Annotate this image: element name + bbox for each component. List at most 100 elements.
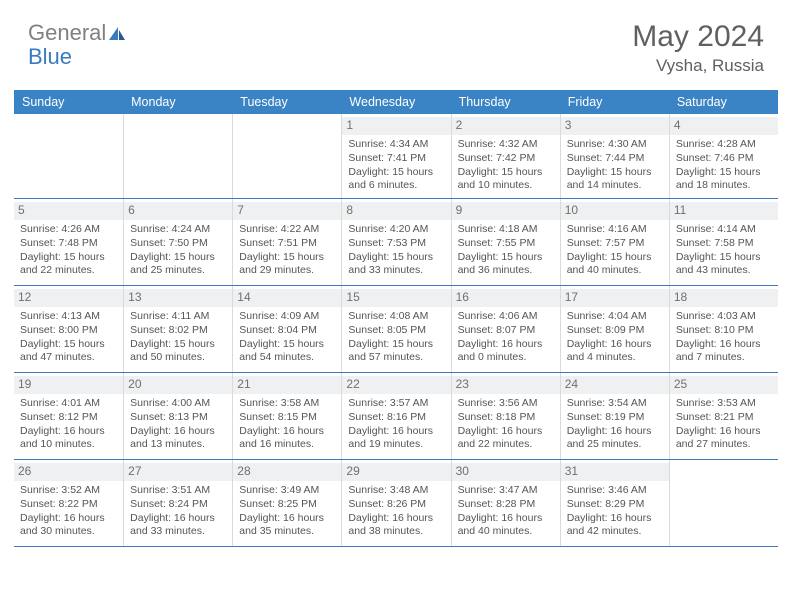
sunrise-line: Sunrise: 4:24 AM bbox=[130, 223, 226, 237]
sunset-line: Sunset: 7:41 PM bbox=[348, 152, 444, 166]
day-number: 5 bbox=[14, 202, 123, 220]
calendar-day: 4Sunrise: 4:28 AMSunset: 7:46 PMDaylight… bbox=[669, 114, 778, 198]
day-content: Sunrise: 4:09 AMSunset: 8:04 PMDaylight:… bbox=[239, 310, 335, 365]
calendar-day: 20Sunrise: 4:00 AMSunset: 8:13 PMDayligh… bbox=[123, 373, 232, 459]
dow-row: Sunday Monday Tuesday Wednesday Thursday… bbox=[14, 90, 778, 114]
month-title: May 2024 bbox=[632, 20, 764, 54]
daylight-line: Daylight: 15 hours and 47 minutes. bbox=[20, 338, 117, 366]
sunset-line: Sunset: 7:44 PM bbox=[567, 152, 663, 166]
sunset-line: Sunset: 8:29 PM bbox=[567, 498, 663, 512]
sunset-line: Sunset: 8:24 PM bbox=[130, 498, 226, 512]
day-number: 22 bbox=[342, 376, 450, 394]
day-content: Sunrise: 4:00 AMSunset: 8:13 PMDaylight:… bbox=[130, 397, 226, 452]
sunset-line: Sunset: 8:04 PM bbox=[239, 324, 335, 338]
day-number: 28 bbox=[233, 463, 341, 481]
day-content: Sunrise: 3:48 AMSunset: 8:26 PMDaylight:… bbox=[348, 484, 444, 539]
day-content: Sunrise: 4:01 AMSunset: 8:12 PMDaylight:… bbox=[20, 397, 117, 452]
sunrise-line: Sunrise: 3:48 AM bbox=[348, 484, 444, 498]
day-number: 3 bbox=[561, 117, 669, 135]
dow-tuesday: Tuesday bbox=[232, 90, 341, 114]
dow-saturday: Saturday bbox=[669, 90, 778, 114]
title-block: May 2024 Vysha, Russia bbox=[632, 20, 764, 76]
sunrise-line: Sunrise: 4:01 AM bbox=[20, 397, 117, 411]
sunrise-line: Sunrise: 3:47 AM bbox=[458, 484, 554, 498]
sunset-line: Sunset: 8:09 PM bbox=[567, 324, 663, 338]
day-content: Sunrise: 3:57 AMSunset: 8:16 PMDaylight:… bbox=[348, 397, 444, 452]
sunset-line: Sunset: 8:15 PM bbox=[239, 411, 335, 425]
sunrise-line: Sunrise: 4:08 AM bbox=[348, 310, 444, 324]
calendar-day: 16Sunrise: 4:06 AMSunset: 8:07 PMDayligh… bbox=[451, 286, 560, 372]
day-content: Sunrise: 3:52 AMSunset: 8:22 PMDaylight:… bbox=[20, 484, 117, 539]
day-content: Sunrise: 4:13 AMSunset: 8:00 PMDaylight:… bbox=[20, 310, 117, 365]
day-number: 26 bbox=[14, 463, 123, 481]
calendar-body: 1Sunrise: 4:34 AMSunset: 7:41 PMDaylight… bbox=[14, 114, 778, 547]
day-content: Sunrise: 4:04 AMSunset: 8:09 PMDaylight:… bbox=[567, 310, 663, 365]
day-number: 31 bbox=[561, 463, 669, 481]
sunset-line: Sunset: 8:21 PM bbox=[676, 411, 772, 425]
calendar-week: 1Sunrise: 4:34 AMSunset: 7:41 PMDaylight… bbox=[14, 114, 778, 199]
sunset-line: Sunset: 8:10 PM bbox=[676, 324, 772, 338]
calendar-day bbox=[123, 114, 232, 198]
calendar-day: 30Sunrise: 3:47 AMSunset: 8:28 PMDayligh… bbox=[451, 460, 560, 546]
day-content: Sunrise: 4:20 AMSunset: 7:53 PMDaylight:… bbox=[348, 223, 444, 278]
calendar-day: 13Sunrise: 4:11 AMSunset: 8:02 PMDayligh… bbox=[123, 286, 232, 372]
calendar-day: 3 Sunrise: 4:30 AMSunset: 7:44 PMDaylight… bbox=[560, 114, 669, 198]
dow-sunday: Sunday bbox=[14, 90, 123, 114]
sunrise-line: Sunrise: 4:22 AM bbox=[239, 223, 335, 237]
day-number: 11 bbox=[670, 202, 778, 220]
sunrise-line: Sunrise: 4:16 AM bbox=[567, 223, 663, 237]
sunrise-line: Sunrise: 4:30 AM bbox=[567, 138, 663, 152]
calendar-week: 5Sunrise: 4:26 AMSunset: 7:48 PMDaylight… bbox=[14, 199, 778, 286]
daylight-line: Daylight: 16 hours and 19 minutes. bbox=[348, 425, 444, 453]
sunset-line: Sunset: 7:48 PM bbox=[20, 237, 117, 251]
daylight-line: Daylight: 15 hours and 22 minutes. bbox=[20, 251, 117, 279]
calendar-day bbox=[669, 460, 778, 546]
calendar-day: 26 Sunrise: 3:52 AMSunset: 8:22 PMDayligh… bbox=[14, 460, 123, 546]
daylight-line: Daylight: 15 hours and 57 minutes. bbox=[348, 338, 444, 366]
calendar-day: 5Sunrise: 4:26 AMSunset: 7:48 PMDaylight… bbox=[14, 199, 123, 285]
day-content: Sunrise: 3:51 AMSunset: 8:24 PMDaylight:… bbox=[130, 484, 226, 539]
sunset-line: Sunset: 8:18 PM bbox=[458, 411, 554, 425]
sunrise-line: Sunrise: 3:49 AM bbox=[239, 484, 335, 498]
calendar-day: 15Sunrise: 4:08 AMSunset: 8:05 PMDayligh… bbox=[341, 286, 450, 372]
sunrise-line: Sunrise: 4:00 AM bbox=[130, 397, 226, 411]
sunset-line: Sunset: 8:13 PM bbox=[130, 411, 226, 425]
day-number: 1 bbox=[342, 117, 450, 135]
calendar-day: 25Sunrise: 3:53 AMSunset: 8:21 PMDayligh… bbox=[669, 373, 778, 459]
day-number: 17 bbox=[561, 289, 669, 307]
day-content: Sunrise: 4:08 AMSunset: 8:05 PMDaylight:… bbox=[348, 310, 444, 365]
daylight-line: Daylight: 15 hours and 43 minutes. bbox=[676, 251, 772, 279]
sunrise-line: Sunrise: 3:52 AM bbox=[20, 484, 117, 498]
location: Vysha, Russia bbox=[632, 56, 764, 76]
daylight-line: Daylight: 15 hours and 25 minutes. bbox=[130, 251, 226, 279]
sunrise-line: Sunrise: 3:51 AM bbox=[130, 484, 226, 498]
sunset-line: Sunset: 7:58 PM bbox=[676, 237, 772, 251]
day-content: Sunrise: 4:22 AMSunset: 7:51 PMDaylight:… bbox=[239, 223, 335, 278]
daylight-line: Daylight: 16 hours and 13 minutes. bbox=[130, 425, 226, 453]
sunrise-line: Sunrise: 4:18 AM bbox=[458, 223, 554, 237]
sunset-line: Sunset: 8:22 PM bbox=[20, 498, 117, 512]
day-number: 16 bbox=[452, 289, 560, 307]
calendar-day: 24Sunrise: 3:54 AMSunset: 8:19 PMDayligh… bbox=[560, 373, 669, 459]
daylight-line: Daylight: 15 hours and 36 minutes. bbox=[458, 251, 554, 279]
day-content: Sunrise: 3:56 AMSunset: 8:18 PMDaylight:… bbox=[458, 397, 554, 452]
day-number: 13 bbox=[124, 289, 232, 307]
sunset-line: Sunset: 7:46 PM bbox=[676, 152, 772, 166]
day-number: 7 bbox=[233, 202, 341, 220]
day-content: Sunrise: 4:30 AMSunset: 7:44 PMDaylight:… bbox=[567, 138, 663, 193]
header: General May 2024 Vysha, Russia bbox=[0, 0, 792, 82]
daylight-line: Daylight: 16 hours and 22 minutes. bbox=[458, 425, 554, 453]
daylight-line: Daylight: 15 hours and 54 minutes. bbox=[239, 338, 335, 366]
day-content: Sunrise: 3:47 AMSunset: 8:28 PMDaylight:… bbox=[458, 484, 554, 539]
sunset-line: Sunset: 8:00 PM bbox=[20, 324, 117, 338]
daylight-line: Daylight: 16 hours and 30 minutes. bbox=[20, 512, 117, 540]
sunset-line: Sunset: 7:53 PM bbox=[348, 237, 444, 251]
day-number: 10 bbox=[561, 202, 669, 220]
dow-thursday: Thursday bbox=[451, 90, 560, 114]
calendar-day: 11Sunrise: 4:14 AMSunset: 7:58 PMDayligh… bbox=[669, 199, 778, 285]
calendar-day: 22 Sunrise: 3:57 AMSunset: 8:16 PMDayligh… bbox=[341, 373, 450, 459]
dow-friday: Friday bbox=[560, 90, 669, 114]
day-number: 23 bbox=[452, 376, 560, 394]
daylight-line: Daylight: 16 hours and 42 minutes. bbox=[567, 512, 663, 540]
day-content: Sunrise: 4:16 AMSunset: 7:57 PMDaylight:… bbox=[567, 223, 663, 278]
